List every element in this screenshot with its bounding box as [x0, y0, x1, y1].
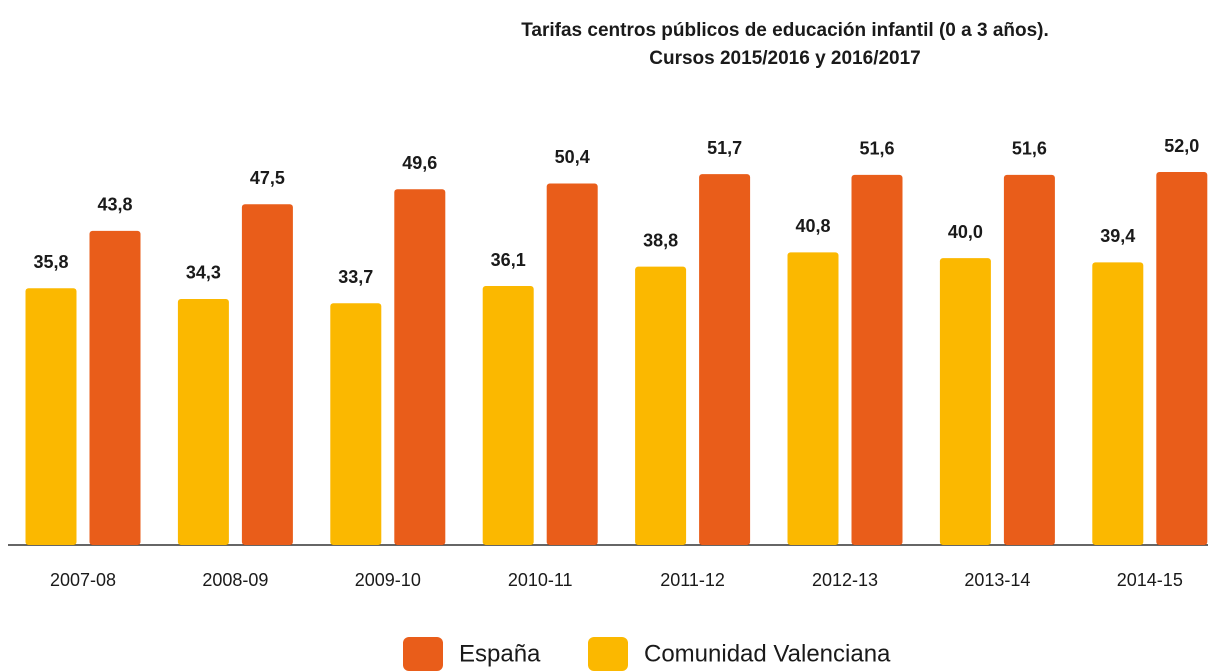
value-label: 36,1 [491, 250, 526, 270]
x-tick-label: 2009-10 [355, 570, 421, 590]
x-tick-label: 2011-12 [660, 570, 725, 590]
x-tick-label: 2012-13 [812, 570, 878, 590]
value-label: 51,6 [859, 139, 894, 159]
value-label: 51,7 [707, 138, 742, 158]
value-label: 39,4 [1100, 226, 1135, 246]
value-label: 52,0 [1164, 136, 1199, 156]
bar [394, 189, 446, 545]
value-label: 35,8 [33, 252, 68, 272]
value-label: 49,6 [402, 153, 437, 173]
x-tick-label: 2007-08 [50, 570, 116, 590]
value-label: 43,8 [97, 195, 132, 215]
x-tick-label: 2008-09 [202, 570, 268, 590]
value-label: 40,0 [948, 222, 983, 242]
value-label: 38,8 [643, 230, 678, 250]
bar [482, 286, 534, 545]
bar [851, 174, 903, 545]
legend-label: España [459, 640, 541, 667]
bar [25, 288, 77, 545]
bar [1092, 262, 1144, 545]
legend-swatch [588, 637, 628, 671]
value-label: 33,7 [338, 267, 373, 287]
x-tick-label: 2014-15 [1117, 570, 1183, 590]
bar [699, 174, 751, 545]
bar [546, 183, 598, 545]
value-label: 51,6 [1012, 139, 1047, 159]
x-tick-label: 2010-11 [508, 570, 573, 590]
bar [939, 258, 991, 545]
bar [330, 303, 382, 545]
bar [89, 230, 141, 546]
value-label: 40,8 [795, 216, 830, 236]
value-label: 47,5 [250, 168, 285, 188]
value-label: 34,3 [186, 263, 221, 283]
legend-label: Comunidad Valenciana [644, 640, 891, 667]
bar [1003, 174, 1055, 545]
bar [241, 204, 293, 545]
bar [635, 266, 687, 545]
bar [787, 252, 839, 546]
chart-title: Tarifas centros públicos de educación in… [521, 20, 1049, 41]
bar [177, 298, 229, 545]
bar [1156, 172, 1208, 545]
chart-title: Cursos 2015/2016 y 2016/2017 [649, 48, 921, 69]
legend-swatch [403, 637, 443, 671]
value-label: 50,4 [555, 147, 590, 167]
x-tick-label: 2013-14 [964, 570, 1030, 590]
